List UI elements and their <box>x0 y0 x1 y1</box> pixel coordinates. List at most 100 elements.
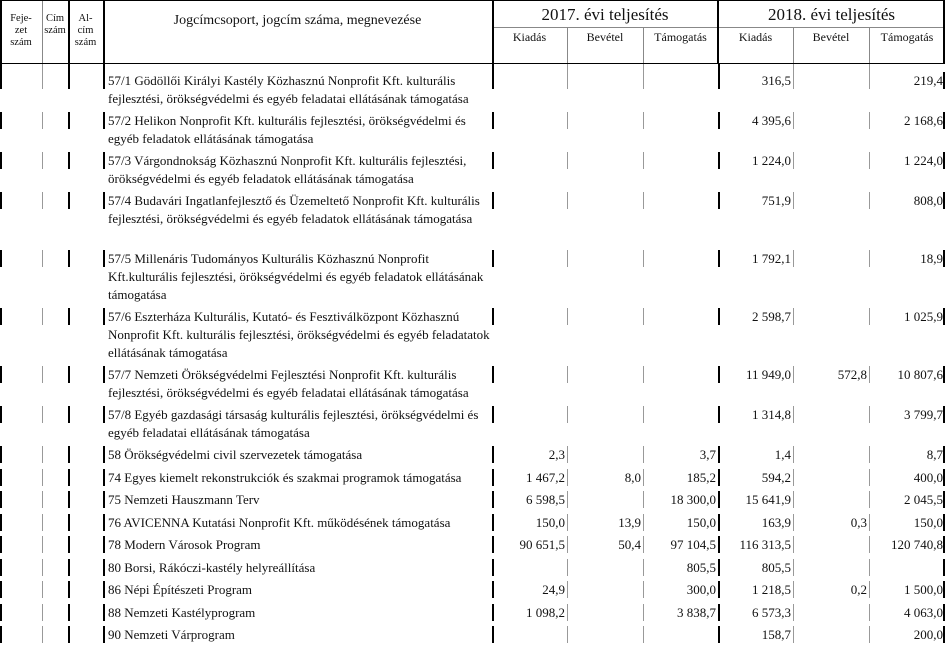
cell-divider <box>643 64 718 81</box>
header-2017-bevetel: Bevétel <box>586 30 624 44</box>
cell-divider <box>42 64 68 81</box>
header-2017-tamogatas: Támogatás <box>654 30 707 44</box>
header-cim-szam: Cím szám <box>44 13 66 36</box>
tamogatas-2018-value: 200,0 <box>869 626 945 644</box>
jogcim-name: 88 Nemzeti Kastélyprogram <box>103 603 492 622</box>
table-row: 88 Nemzeti Kastélyprogram 1 098,2 3 838,7 6… <box>0 603 945 627</box>
cell-divider <box>943 152 945 169</box>
table-row: 57/6 Eszterháza Kulturális, Kutató- és F… <box>0 308 945 366</box>
kiadas-2018-value: 316,5 <box>718 72 793 90</box>
header-2018: 2018. évi teljesítés <box>718 1 945 28</box>
jogcim-name: 74 Egyes kiemelt rekonstrukciók és szakm… <box>103 468 492 487</box>
tamogatas-2018-value: 4 063,0 <box>869 603 945 622</box>
jogcim-name: 80 Borsi, Rákóczi-kastély helyreállítása <box>103 558 492 577</box>
cell-divider <box>943 406 945 423</box>
jogcim-name: 57/8 Egyéb gazdasági társaság kulturális… <box>103 406 492 442</box>
jogcim-name: 57/4 Budavári Ingatlanfejlesztő és Üzeme… <box>103 192 492 228</box>
table-row: 78 Modern Városok Program 90 651,5 50,4 97 … <box>0 536 945 559</box>
divider <box>869 28 870 63</box>
cell-divider <box>793 64 869 81</box>
kiadas-2017-value: 90 651,5 <box>492 536 567 554</box>
bevetel-2017-value: 8,0 <box>567 468 643 487</box>
kiadas-2017-value: 1 467,2 <box>492 468 567 487</box>
cell-divider <box>943 250 945 267</box>
table-body: 57/1 Gödöllői Királyi Kastély Közhasznú … <box>0 64 945 649</box>
jogcim-name: 86 Népi Építészeti Program <box>103 581 492 599</box>
table-row: 76 AVICENNA Kutatási Nonprofit Kft. műkö… <box>0 513 945 537</box>
kiadas-2017-value: 6 598,5 <box>492 491 567 509</box>
header-2017-kiadas: Kiadás <box>512 30 547 44</box>
header-2018-bevetel: Bevétel <box>812 30 850 44</box>
cell-divider <box>943 72 945 89</box>
cell-divider <box>943 308 945 325</box>
kiadas-2018-value: 805,5 <box>718 558 793 577</box>
table-row: 90 Nemzeti Várprogram 158,7 200,0 <box>0 626 945 649</box>
table-row: 86 Népi Építészeti Program 24,9 300,0 1 218… <box>0 581 945 604</box>
kiadas-2018-value: 1 792,1 <box>718 250 793 268</box>
bevetel-2017-value: 13,9 <box>567 513 643 532</box>
divider <box>68 1 70 63</box>
tamogatas-2018-value: 10 807,6 <box>869 366 945 384</box>
tamogatas-2018-value: 8,7 <box>869 446 945 464</box>
tamogatas-2018-value: 2 168,6 <box>869 112 945 130</box>
bevetel-2017-value: 50,4 <box>567 536 643 554</box>
table-row: 57/1 Gödöllői Királyi Kastély Közhasznú … <box>0 72 945 112</box>
kiadas-2018-value: 1 218,5 <box>718 581 793 599</box>
tamogatas-2018-value: 120 740,8 <box>869 536 945 554</box>
tamogatas-2017-value: 185,2 <box>643 468 718 487</box>
kiadas-2018-value: 4 395,6 <box>718 112 793 130</box>
kiadas-2017-value: 2,3 <box>492 446 567 464</box>
table-row: 57/2 Helikon Nonprofit Kft. kulturális f… <box>0 112 945 152</box>
table-row: 57/8 Egyéb gazdasági társaság kulturális… <box>0 406 945 446</box>
table-row: 57/5 Millenáris Tudományos Kulturális Kö… <box>0 250 945 308</box>
jogcim-name: 58 Örökségvédelmi civil szervezetek támo… <box>103 446 492 464</box>
cell-divider <box>943 491 945 508</box>
tamogatas-2017-value: 150,0 <box>643 513 718 532</box>
tamogatas-2017-value: 300,0 <box>643 581 718 599</box>
table-row: 80 Borsi, Rákóczi-kastély helyreállítása… <box>0 558 945 582</box>
tamogatas-2018-value: 808,0 <box>869 192 945 210</box>
tamogatas-2018-value: 2 045,5 <box>869 491 945 509</box>
header-2018-tamogatas: Támogatás <box>880 30 934 44</box>
kiadas-2018-value: 594,2 <box>718 468 793 487</box>
cell-divider <box>943 192 945 209</box>
kiadas-2018-value: 15 641,9 <box>718 491 793 509</box>
jogcim-name: 76 AVICENNA Kutatási Nonprofit Kft. műkö… <box>103 513 492 532</box>
jogcim-name: 90 Nemzeti Várprogram <box>103 626 492 644</box>
kiadas-2018-value: 1,4 <box>718 446 793 464</box>
cell-divider <box>943 513 945 531</box>
cell-divider <box>943 112 945 129</box>
kiadas-2017-value: 1 098,2 <box>492 603 567 622</box>
tamogatas-2017-value: 18 300,0 <box>643 491 718 509</box>
tamogatas-2018-value: 18,9 <box>869 250 945 268</box>
jogcim-name: 75 Nemzeti Hauszmann Terv <box>103 491 492 509</box>
tamogatas-2017-value: 805,5 <box>643 558 718 577</box>
bevetel-2018-value: 572,8 <box>793 366 869 384</box>
tamogatas-2018-value: 150,0 <box>869 513 945 532</box>
divider <box>492 1 494 63</box>
jogcim-name: 57/6 Eszterháza Kulturális, Kutató- és F… <box>103 308 492 362</box>
header-jogcim: Jogcímcsoport, jogcím száma, megnevezése <box>173 13 422 28</box>
table-header: Feje- zet szám Cím szám Al- cím szám Jog… <box>0 0 945 64</box>
bevetel-2018-value: 0,3 <box>793 513 869 532</box>
table-row: 57/3 Várgondnokság Közhasznú Nonprofit K… <box>0 152 945 192</box>
tamogatas-2018-value: 1 224,0 <box>869 152 945 170</box>
cell-divider <box>0 64 42 81</box>
header-2017: 2017. évi teljesítés <box>492 1 718 28</box>
kiadas-2018-value: 116 313,5 <box>718 536 793 554</box>
header-fejezet-szam: Feje- zet szám <box>10 13 32 48</box>
kiadas-2018-value: 6 573,3 <box>718 603 793 622</box>
jogcim-name: 57/5 Millenáris Tudományos Kulturális Kö… <box>103 250 492 304</box>
spacer-row <box>0 64 945 81</box>
tamogatas-2017-value: 97 104,5 <box>643 536 718 554</box>
tamogatas-2018-value: 400,0 <box>869 468 945 487</box>
cell-divider <box>68 64 103 81</box>
header-alcim-szam: Al- cím szám <box>74 13 97 48</box>
bevetel-2018-value: 0,2 <box>793 581 869 599</box>
jogcim-name: 57/2 Helikon Nonprofit Kft. kulturális f… <box>103 112 492 148</box>
cell-divider <box>718 64 793 81</box>
jogcim-name: 78 Modern Városok Program <box>103 536 492 554</box>
cell-divider <box>943 446 945 463</box>
cell-divider <box>943 366 945 383</box>
